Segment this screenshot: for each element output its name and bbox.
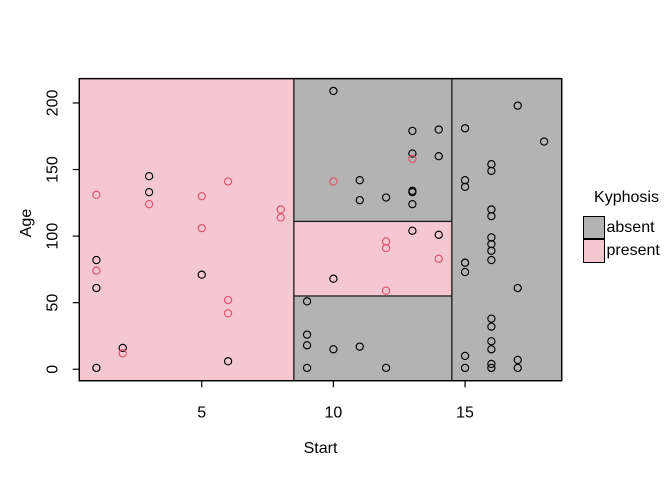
region-absent <box>451 77 563 382</box>
data-point-absent <box>381 193 391 202</box>
data-point-absent <box>355 195 364 205</box>
data-point-absent <box>302 341 312 350</box>
data-point-absent <box>302 330 312 339</box>
data-point-absent <box>513 283 522 293</box>
data-point-absent <box>487 322 496 331</box>
data-point-absent <box>381 363 391 373</box>
data-point-absent <box>487 359 496 369</box>
data-point-present <box>276 205 285 214</box>
y-tick-label: 50 <box>45 294 62 312</box>
data-point-present <box>223 177 233 186</box>
data-point-absent <box>460 124 470 133</box>
y-tick-label: 200 <box>45 90 62 117</box>
x-tick-label: 15 <box>456 405 474 422</box>
data-point-absent <box>408 199 417 209</box>
data-point-absent <box>513 363 522 373</box>
region-present <box>78 77 295 382</box>
data-point-absent <box>355 176 364 185</box>
plot-frame <box>78 77 563 382</box>
data-point-absent <box>487 363 496 373</box>
data-point-present <box>92 266 101 275</box>
y-tick-label: 150 <box>45 156 62 183</box>
data-point-absent <box>329 86 338 96</box>
y-axis-title: Age <box>18 208 35 238</box>
y-tick-label: 0 <box>45 365 62 374</box>
legend-item-present: present <box>583 239 660 263</box>
data-point-present <box>381 286 391 295</box>
data-point-absent <box>92 283 101 293</box>
data-point-absent <box>460 258 470 267</box>
data-point-absent <box>408 226 417 235</box>
data-point-absent <box>434 152 443 161</box>
region-absent <box>293 295 453 382</box>
data-point-absent <box>329 274 338 283</box>
data-point-absent <box>302 297 312 306</box>
legend-swatch-absent <box>583 216 605 240</box>
data-point-present <box>144 199 154 209</box>
legend-item-absent: absent <box>583 216 660 240</box>
data-point-present <box>276 213 285 222</box>
data-point-absent <box>355 342 364 351</box>
data-point-absent <box>434 230 443 239</box>
x-tick-label: 10 <box>325 405 343 422</box>
legend-label-present: present <box>606 241 660 259</box>
data-point-present <box>434 254 443 263</box>
legend-swatch-present <box>583 239 605 263</box>
legend-title: Kyphosis <box>594 189 659 206</box>
data-point-absent <box>118 343 127 353</box>
data-point-present <box>329 177 338 186</box>
x-tick-label: 5 <box>197 405 206 422</box>
data-point-absent <box>460 351 470 361</box>
data-point-absent <box>92 255 101 265</box>
data-point-absent <box>513 101 522 110</box>
data-point-absent <box>302 363 312 373</box>
data-point-absent <box>487 314 496 323</box>
data-point-absent <box>460 267 470 277</box>
data-point-absent <box>487 166 496 176</box>
data-point-absent <box>144 187 154 197</box>
data-point-absent <box>434 125 443 134</box>
region-absent <box>293 77 453 223</box>
data-point-present <box>92 190 101 200</box>
data-point-present <box>223 295 233 305</box>
data-point-absent <box>487 211 496 221</box>
data-point-absent <box>329 345 338 354</box>
data-point-absent <box>487 337 496 346</box>
data-point-absent <box>92 363 101 373</box>
legend: absent present <box>583 216 660 263</box>
data-point-present <box>118 349 127 358</box>
data-point-present <box>381 243 391 253</box>
data-point-absent <box>144 172 154 181</box>
data-point-absent <box>487 246 496 255</box>
y-tick-label: 100 <box>45 223 62 250</box>
data-point-absent <box>487 255 496 265</box>
data-point-absent <box>460 182 470 192</box>
data-point-present <box>197 191 206 201</box>
x-axis-title: Start <box>303 440 338 457</box>
data-point-absent <box>513 355 522 365</box>
data-point-absent <box>197 270 206 279</box>
region-present <box>293 220 453 297</box>
data-point-absent <box>487 345 496 354</box>
data-point-present <box>408 154 417 164</box>
data-point-present <box>223 309 233 318</box>
data-point-absent <box>460 363 470 373</box>
data-point-absent <box>539 137 549 146</box>
data-point-absent <box>408 126 417 136</box>
data-point-absent <box>408 149 417 158</box>
data-point-absent <box>408 187 417 197</box>
legend-label-absent: absent <box>606 218 655 236</box>
data-point-present <box>197 223 206 233</box>
data-point-absent <box>223 357 233 366</box>
